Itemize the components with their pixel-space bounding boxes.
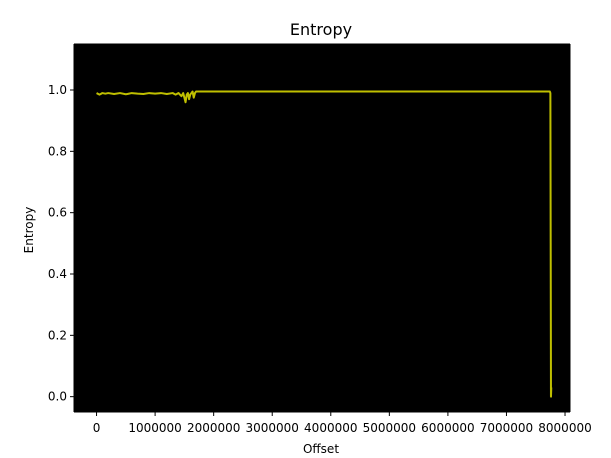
y-ticks: 0.0 0.2 0.4 0.6 0.8 1.0 xyxy=(48,83,74,404)
series-line-0 xyxy=(96,90,553,398)
x-tick-label: 3000000 xyxy=(245,421,298,435)
x-tick-label: 0 xyxy=(93,421,101,435)
y-tick-label: 0.4 xyxy=(48,267,67,281)
y-axis-label: Entropy xyxy=(22,207,36,254)
chart-title: Entropy xyxy=(290,20,352,39)
x-tick-label: 6000000 xyxy=(421,421,474,435)
x-tick-label: 2000000 xyxy=(187,421,240,435)
x-axis-label: Offset xyxy=(303,442,339,456)
y-tick-label: 1.0 xyxy=(48,83,67,97)
x-tick-label: 7000000 xyxy=(480,421,533,435)
x-tick-label: 4000000 xyxy=(304,421,357,435)
x-tick-label: 5000000 xyxy=(363,421,416,435)
y-tick-label: 0.2 xyxy=(48,328,67,342)
axes xyxy=(73,43,571,413)
plot-area xyxy=(74,44,570,412)
y-tick-label: 0.0 xyxy=(48,390,67,404)
y-tick-label: 0.6 xyxy=(48,206,67,220)
x-ticks: 0 1000000 2000000 3000000 4000000 5000000 6000… xyxy=(93,412,592,435)
x-tick-label: 1000000 xyxy=(128,421,181,435)
y-tick-label: 0.8 xyxy=(48,144,67,158)
x-tick-label: 8000000 xyxy=(538,421,591,435)
